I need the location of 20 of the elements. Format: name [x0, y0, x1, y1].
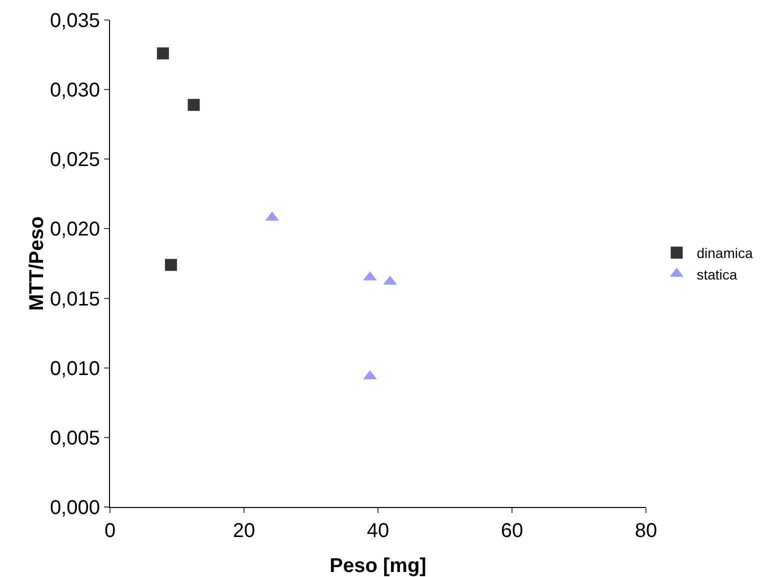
y-tick-label: 0,030 — [50, 80, 100, 102]
point — [164, 258, 177, 271]
y-tick-label: 0,020 — [50, 218, 100, 241]
point — [188, 98, 200, 111]
y-axis-title: MTT/Peso — [26, 216, 48, 311]
x-axis-title: Peso [mg] — [330, 555, 426, 577]
y-tick-label: 0,035 — [50, 10, 100, 32]
x-tick-label: 20 — [232, 520, 256, 542]
x-tick-label: 40 — [366, 520, 390, 542]
y-tick-label: 0,010 — [50, 358, 100, 380]
x-tick-label: 80 — [634, 520, 658, 542]
legend-label: dinamica — [696, 245, 753, 262]
point — [156, 47, 169, 60]
x-tick-label: 0 — [104, 520, 116, 542]
x-tick-label: 60 — [500, 520, 524, 542]
y-tick-label: 0,000 — [50, 497, 100, 519]
y-tick-label: 0,005 — [50, 427, 100, 450]
legend-label: statica — [696, 266, 738, 282]
y-tick-label: 0,015 — [50, 288, 100, 310]
y-tick-label: 0,025 — [50, 149, 100, 172]
